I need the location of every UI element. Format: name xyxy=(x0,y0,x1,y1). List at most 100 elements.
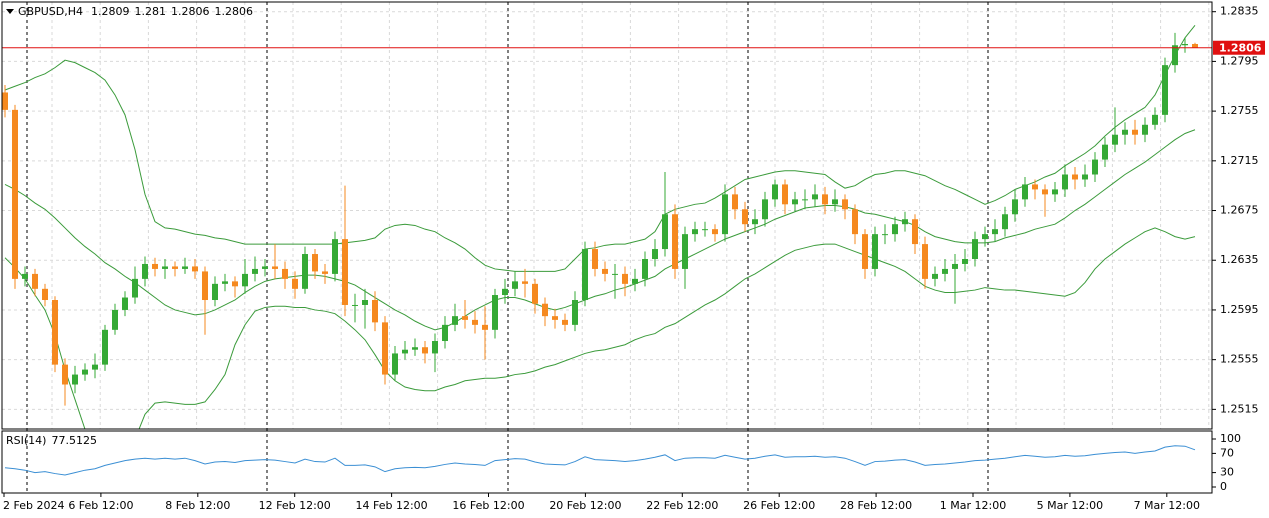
candle-body xyxy=(582,249,588,301)
candle-body xyxy=(752,219,758,225)
candle-body xyxy=(22,273,28,279)
candle-body xyxy=(932,273,938,279)
candle-body xyxy=(1092,159,1098,175)
candle-body xyxy=(992,229,998,235)
candle-body xyxy=(1172,45,1178,66)
candle-body xyxy=(172,266,178,269)
candle-body xyxy=(322,271,328,274)
candle-body xyxy=(212,283,218,301)
candle-body xyxy=(492,295,498,330)
candle-body xyxy=(302,254,308,289)
rsi-last: 77.5125 xyxy=(51,434,97,447)
candle-body xyxy=(732,194,738,210)
last-close: 1.2806 xyxy=(214,5,253,18)
candle-body xyxy=(242,273,248,287)
candle-body xyxy=(382,322,388,375)
candle-body xyxy=(612,273,618,275)
candle-body xyxy=(2,92,8,110)
candle-body xyxy=(232,281,238,287)
rsi-tick-label: 0 xyxy=(1220,480,1227,493)
candle-body xyxy=(652,249,658,259)
candle-body xyxy=(1082,174,1088,180)
candle-body xyxy=(132,278,138,298)
y-tick-label: 1.2755 xyxy=(1220,104,1259,117)
menu-triangle[interactable] xyxy=(6,9,14,14)
candle-body xyxy=(1152,114,1158,125)
candle-body xyxy=(912,219,918,245)
candle-body xyxy=(102,329,108,365)
candle-body xyxy=(252,268,258,274)
candle-body xyxy=(782,184,788,205)
candle-body xyxy=(92,364,98,370)
candle-body xyxy=(672,214,678,269)
candle-body xyxy=(942,268,948,274)
x-tick-label: 28 Feb 12:00 xyxy=(840,499,912,512)
candle-body xyxy=(662,214,668,250)
last-price-label: 1.2806 xyxy=(1219,42,1262,55)
candle-body xyxy=(522,281,528,284)
chart-header: GBPUSD,H4 1.2809 1.281 1.2806 1.2806 xyxy=(18,5,253,18)
candle-body xyxy=(592,249,598,269)
candle-body xyxy=(292,278,298,289)
candle-body xyxy=(402,349,408,354)
rsi-panel xyxy=(4,445,1196,476)
candle-body xyxy=(392,353,398,375)
candle-body xyxy=(442,324,448,342)
candle-body xyxy=(182,266,188,269)
candle-body xyxy=(702,229,708,231)
candle-body xyxy=(1102,144,1108,160)
candle-body xyxy=(332,239,338,274)
candle-body xyxy=(372,300,378,323)
candle-body xyxy=(122,297,128,310)
candle-body xyxy=(462,316,468,320)
candle-body xyxy=(772,184,778,200)
candle-body xyxy=(272,266,278,269)
x-tick-label: 16 Feb 12:00 xyxy=(452,499,524,512)
symbol: GBPUSD,H4 xyxy=(18,5,83,18)
candle-body xyxy=(1072,174,1078,180)
candle-body xyxy=(82,369,88,375)
candle-body xyxy=(792,199,798,205)
candle-body xyxy=(482,324,488,330)
axes: 1.2835 1.2795 1.2755 1.2715 1.2675 1.2635 1.25… xyxy=(3,5,1265,512)
y-tick-label: 1.2555 xyxy=(1220,353,1259,366)
candle-body xyxy=(812,194,818,200)
candle-body xyxy=(692,229,698,235)
candle-body xyxy=(802,199,808,201)
y-tick-label: 1.2515 xyxy=(1220,402,1259,415)
candle-body xyxy=(842,199,848,210)
y-tick-label: 1.2635 xyxy=(1220,253,1259,266)
candle-body xyxy=(922,244,928,279)
x-tick-label: 22 Feb 12:00 xyxy=(646,499,718,512)
candle-body xyxy=(162,266,168,269)
candle-body xyxy=(342,239,348,305)
candle-body xyxy=(412,347,418,350)
candle-body xyxy=(282,268,288,279)
candle-body xyxy=(1052,189,1058,195)
rsi-label: RSI(14) xyxy=(6,434,46,447)
candle-body xyxy=(1142,124,1148,135)
candle-body xyxy=(1132,129,1138,135)
candle-body xyxy=(622,273,628,284)
band-lower xyxy=(4,227,1196,429)
candle-body xyxy=(512,281,518,289)
candle-body xyxy=(1022,184,1028,200)
candle-body xyxy=(642,258,648,279)
candle-body xyxy=(822,194,828,205)
last-open: 1.2809 xyxy=(91,5,130,18)
last-low: 1.2806 xyxy=(171,5,210,18)
candle-body xyxy=(32,273,38,289)
candle-body xyxy=(1192,44,1198,48)
candle-body xyxy=(1062,174,1068,190)
candle-body xyxy=(1032,184,1038,190)
candle-body xyxy=(602,268,608,274)
candle-body xyxy=(892,224,898,235)
candle-body xyxy=(42,288,48,301)
candle-body xyxy=(972,239,978,259)
candle-body xyxy=(1012,199,1018,215)
candle-body xyxy=(542,303,548,317)
rsi-header: RSI(14) 77.5125 xyxy=(6,434,97,447)
candle-body xyxy=(422,347,428,354)
